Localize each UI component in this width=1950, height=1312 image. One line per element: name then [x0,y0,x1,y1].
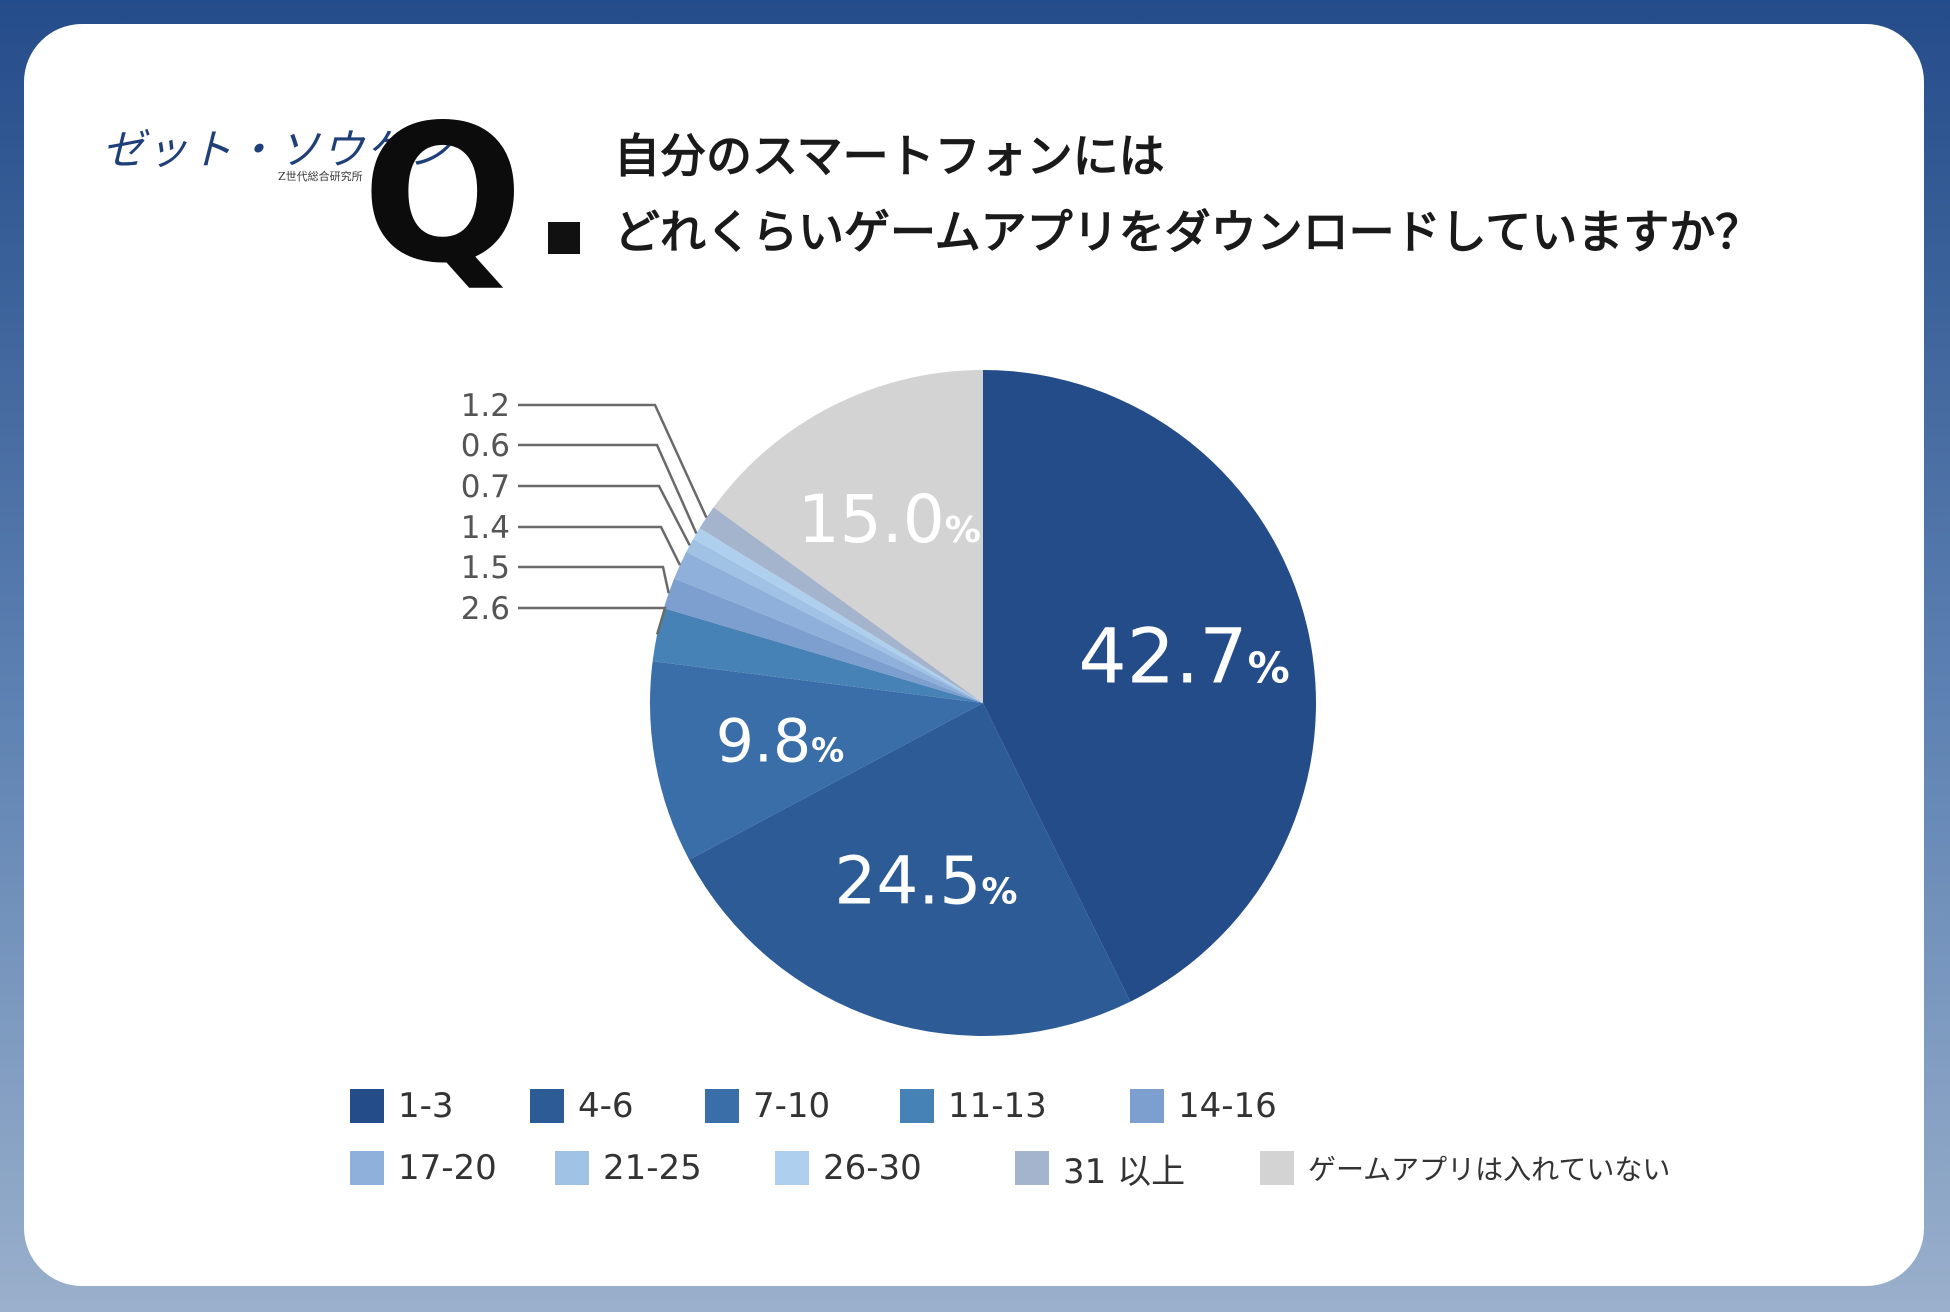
legend-item-3: 11-13 [900,1086,1047,1126]
legend-item-7: 26-30 [775,1148,922,1188]
legend-label: ゲームアプリは入れていない [1308,1153,1671,1186]
callout-label-6: 0.7 [461,469,510,505]
question-line-1: 自分のスマートフォンには [614,129,1165,183]
legend-item-6: 21-25 [555,1148,702,1188]
pie-slice-0 [983,370,1316,1002]
legend-swatch [555,1151,589,1185]
question-square-bullet [548,222,580,254]
legend-swatch [1015,1151,1049,1185]
legend-swatch [1130,1089,1164,1123]
leader-line-8 [518,403,708,519]
legend-label: 21-25 [603,1148,702,1188]
data-label-1: 24.5% [834,843,1017,920]
question-title: 自分のスマートフォンには どれくらいゲームアプリをダウンロードしていますか？ [614,118,1761,270]
legend-label: 1-3 [398,1086,454,1126]
pie-slice-7 [693,528,983,703]
leader-line-7 [518,443,698,534]
legend-label: 11-13 [948,1086,1047,1126]
legend-swatch [705,1089,739,1123]
question-line-2: どれくらいゲームアプリをダウンロードしていますか？ [614,205,1762,259]
legend-item-4: 14-16 [1130,1086,1277,1126]
pie-slice-3 [652,608,983,703]
legend-label: 31 以上 [1063,1151,1186,1192]
legend-swatch [350,1151,384,1185]
legend-item-8: 31 以上 [1015,1148,1185,1192]
legend-label: 7-10 [753,1086,831,1126]
legend-swatch [1260,1151,1294,1185]
legend-swatch [775,1151,809,1185]
legend-label: 26-30 [823,1148,922,1188]
legend-label: 4-6 [578,1086,634,1126]
legend-item-9: ゲームアプリは入れていない [1260,1148,1670,1188]
legend-item-0: 1-3 [350,1086,454,1126]
pie-slice-8 [699,507,983,703]
legend-label: 14-16 [1178,1086,1277,1126]
pie-slice-4 [663,578,983,703]
pie-slice-2 [650,661,983,860]
brand-logo: ゼット・ソウケン Z世代総合研究所 [102,116,451,186]
pie-slice-6 [686,538,983,703]
legend-swatch [350,1089,384,1123]
data-label-9: 15.0% [798,481,981,558]
legend-swatch [530,1089,564,1123]
pie-slice-9 [713,370,983,703]
leader-line-5 [518,525,682,566]
callout-label-7: 0.6 [461,428,510,464]
logo-subtext: Z世代総合研究所 [278,170,363,183]
leader-line-4 [518,565,670,594]
callout-label-4: 1.5 [461,550,510,586]
logo-text: ゼット・ソウケン [102,125,453,174]
chart-legend: 1-3 4-6 7-10 11-13 14-16 17-20 21-25 26-30 31 以上… [350,1086,1750,1216]
callout-label-5: 1.4 [461,510,510,546]
legend-swatch [900,1089,934,1123]
callout-label-3: 2.6 [461,591,510,627]
data-label-2: 9.8% [716,706,845,776]
leader-line-3 [518,606,667,635]
leader-line-6 [518,484,691,546]
data-label-0: 42.7% [1078,612,1289,701]
legend-label: 17-20 [398,1148,497,1188]
legend-item-2: 7-10 [705,1086,830,1126]
question-mark-q: Q [362,84,524,305]
legend-item-5: 17-20 [350,1148,497,1188]
pie-slice-5 [674,551,983,703]
callout-label-8: 1.2 [461,388,510,424]
pie-slice-1 [689,703,1131,1036]
legend-item-1: 4-6 [530,1086,634,1126]
